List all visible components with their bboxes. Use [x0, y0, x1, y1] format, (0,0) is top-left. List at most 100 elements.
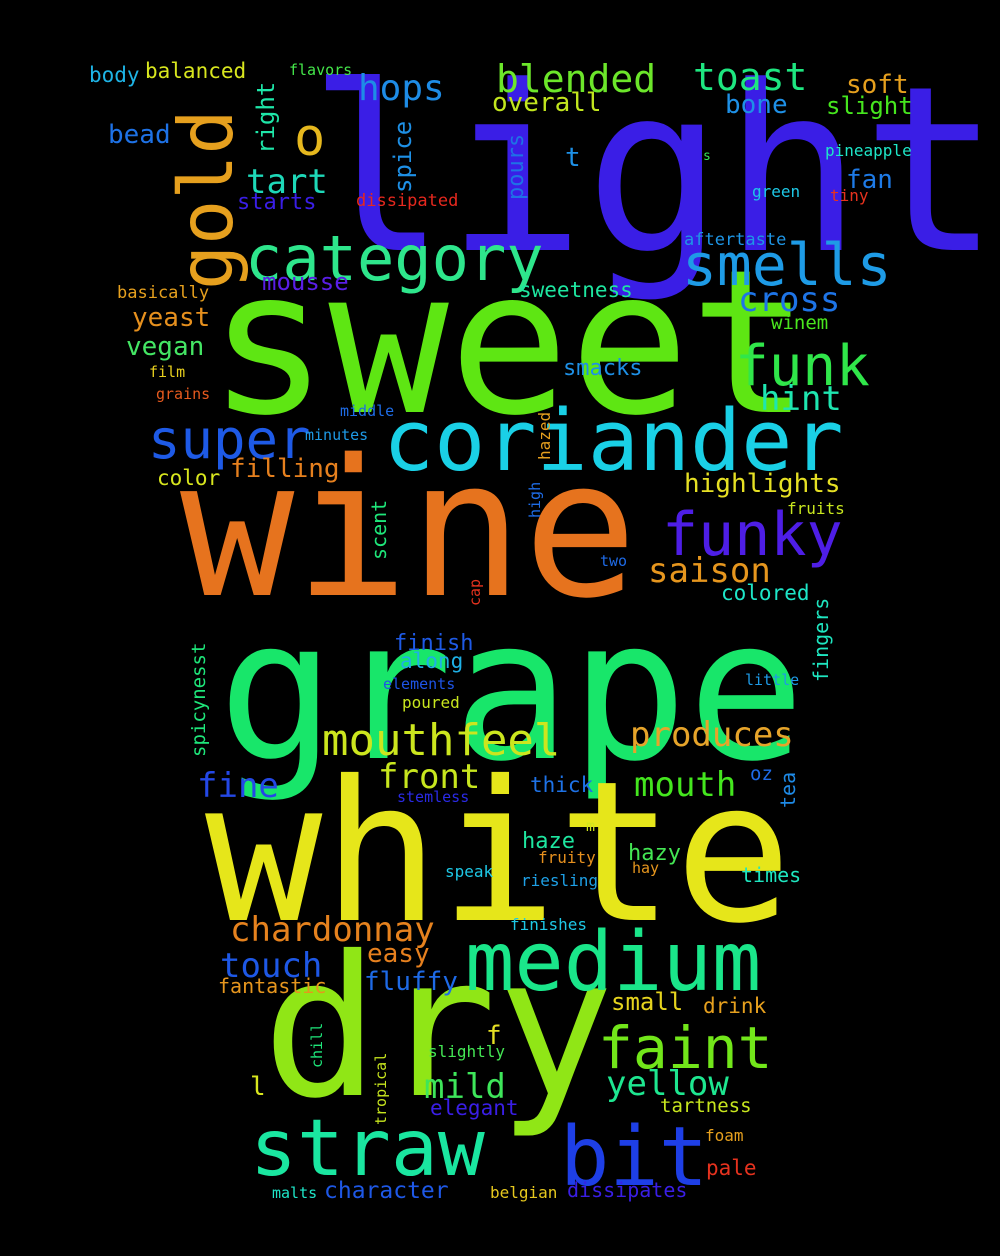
word-funk: funk — [735, 334, 870, 399]
word-fruity: fruity — [538, 848, 596, 867]
word-straw: straw — [250, 1104, 485, 1194]
word-elegant: elegant — [430, 1096, 519, 1120]
word-l: l — [250, 1072, 266, 1102]
word-winem: winem — [771, 312, 828, 334]
word-smacks: smacks — [563, 356, 642, 381]
word-high: high — [526, 482, 544, 518]
word-stemless: stemless — [397, 788, 469, 806]
word-pineapple: pineapple — [825, 141, 912, 160]
word-fluffy: fluffy — [364, 967, 458, 997]
word-fingers: fingers — [809, 598, 833, 682]
word-pale: pale — [706, 1156, 757, 1180]
word-filling: filling — [230, 454, 340, 484]
word-front: front — [378, 757, 480, 797]
word-fan: fan — [846, 165, 893, 195]
word-tropical: tropical — [372, 1053, 390, 1125]
word-f: f — [486, 1021, 502, 1051]
word-wine: wine — [180, 419, 638, 640]
word-mousse: mousse — [262, 268, 349, 296]
word-t: t — [565, 143, 581, 173]
word-hay: hay — [632, 859, 659, 877]
word-dry: dry — [262, 914, 614, 1141]
word-slight: slight — [826, 92, 913, 120]
word-bead: bead — [108, 120, 171, 150]
word-hint: hint — [760, 379, 842, 419]
word-medium: medium — [465, 915, 761, 1010]
word-malts: malts — [272, 1184, 317, 1202]
word-haze: haze — [522, 829, 575, 854]
word-light: light — [308, 38, 1000, 305]
word-aftertaste: aftertaste — [684, 230, 786, 250]
word-green: green — [752, 182, 800, 201]
word-small: small — [611, 988, 683, 1016]
word-two: two — [600, 552, 627, 570]
word-colored: colored — [721, 581, 810, 605]
word-yeast: yeast — [132, 303, 210, 333]
word-tartness: tartness — [660, 1095, 752, 1117]
word-bit: bit — [560, 1110, 708, 1205]
word-finishes: finishes — [510, 915, 587, 934]
word-mouth: mouth — [634, 765, 736, 805]
word-chardonnay: chardonnay — [230, 910, 435, 950]
word-right: right — [252, 82, 280, 154]
word-bone: bone — [725, 90, 788, 120]
word-pours: pours — [504, 134, 529, 200]
word-fantastic: fantastic — [218, 974, 326, 998]
word-highlights: highlights — [684, 469, 841, 499]
word-vegan: vegan — [126, 332, 204, 362]
word-little: little — [745, 671, 799, 689]
word-spicynesst: spicynesst — [188, 643, 210, 757]
word-mild: mild — [424, 1067, 506, 1107]
word-balanced: balanced — [145, 59, 246, 83]
word-oz: oz — [750, 763, 773, 785]
word-white: white — [205, 739, 792, 966]
word-tart: tart — [246, 162, 328, 202]
word-tiny: tiny — [830, 186, 869, 205]
word-funky: funky — [662, 500, 843, 570]
word-thick: thick — [530, 773, 594, 797]
word-dissipated: dissipated — [356, 191, 458, 211]
word-yellow: yellow — [606, 1064, 729, 1104]
word-produces: produces — [630, 715, 794, 755]
word-grains: grains — [156, 385, 210, 403]
word-faint: faint — [598, 1014, 773, 1082]
word-flavors: flavors — [289, 61, 352, 79]
word-poured: poured — [402, 693, 460, 712]
word-drink: drink — [703, 994, 767, 1018]
word-toast: toast — [693, 55, 807, 99]
word-body: body — [89, 63, 140, 87]
word-chill: chill — [308, 1023, 326, 1068]
word-overall: overall — [492, 88, 602, 118]
word-spice: spice — [389, 121, 417, 193]
word-gold: gold — [162, 109, 250, 290]
word-slightly: slightly — [428, 1042, 505, 1061]
word-speak: speak — [445, 862, 494, 881]
word-dissipates: dissipates — [567, 1178, 687, 1202]
word-super: super — [148, 408, 311, 471]
word-tea: tea — [776, 772, 800, 808]
word-hazed: hazed — [535, 412, 554, 460]
word-grape: grape — [218, 577, 805, 804]
word-cap: cap — [466, 579, 484, 606]
word-sweet: sweet — [208, 227, 810, 460]
word-minutes: minutes — [305, 426, 368, 444]
word-finish: finish — [394, 631, 473, 656]
word-category: category — [245, 222, 544, 295]
word-along: along — [400, 649, 463, 673]
word-saison: saison — [648, 551, 771, 591]
word-scent: scent — [367, 500, 391, 560]
word-blended: blended — [496, 57, 656, 101]
word-s: s — [703, 149, 711, 164]
word-soft: soft — [846, 70, 909, 100]
word-fruits: fruits — [787, 499, 845, 518]
word-hazy: hazy — [628, 841, 681, 866]
word-character: character — [324, 1178, 449, 1204]
word-m: m — [586, 817, 595, 835]
word-starts: starts — [237, 190, 316, 215]
word-color: color — [157, 466, 220, 490]
word-fine: fine — [197, 766, 279, 806]
word-riesling: riesling — [521, 871, 598, 890]
word-easy: easy — [367, 939, 430, 969]
